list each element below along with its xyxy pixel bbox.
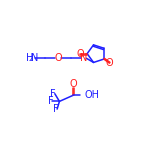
Text: O: O bbox=[76, 49, 84, 59]
Text: O: O bbox=[54, 53, 62, 63]
Text: N: N bbox=[31, 53, 38, 63]
Text: O: O bbox=[106, 58, 113, 68]
Text: N: N bbox=[80, 53, 88, 63]
Text: F: F bbox=[48, 96, 54, 106]
Text: 2: 2 bbox=[28, 56, 33, 62]
Text: OH: OH bbox=[85, 90, 100, 100]
Text: H: H bbox=[26, 53, 33, 63]
Text: F: F bbox=[50, 89, 56, 99]
Text: O: O bbox=[70, 79, 78, 89]
Text: F: F bbox=[53, 104, 58, 114]
